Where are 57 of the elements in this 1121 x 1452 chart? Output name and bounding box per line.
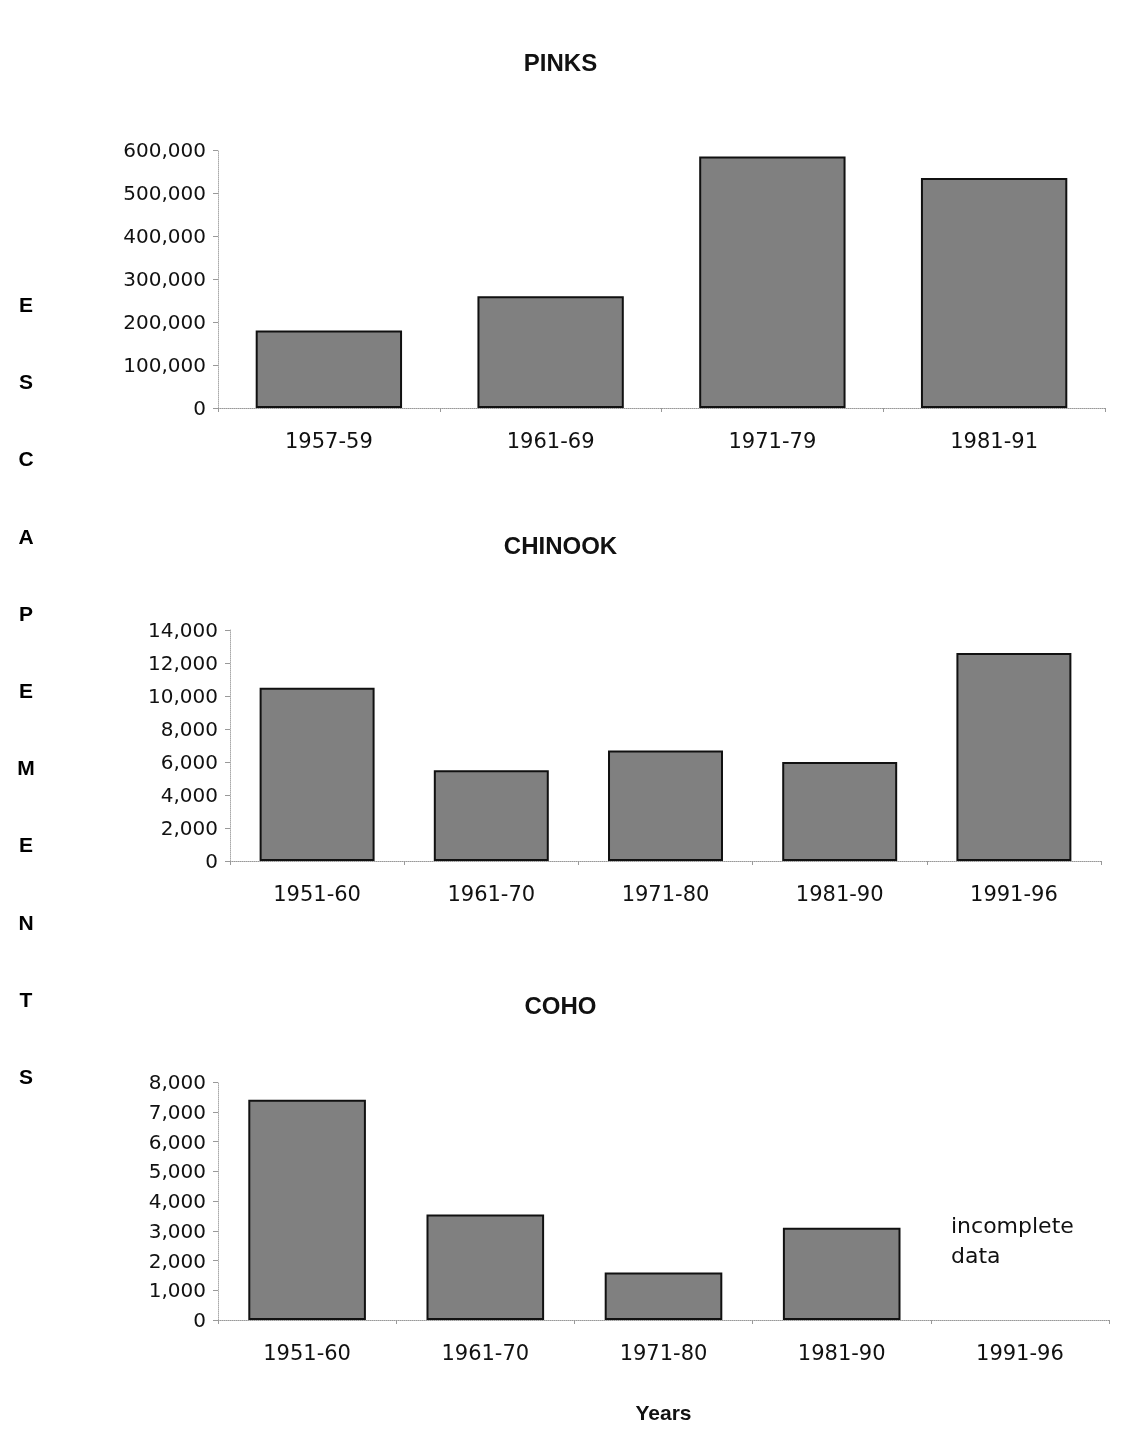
y-tick-label: 600,000 xyxy=(123,138,206,162)
bar xyxy=(608,750,723,861)
x-tick-label: 1961-70 xyxy=(447,881,536,906)
bar xyxy=(699,156,846,408)
y-tick-label: 0 xyxy=(205,849,218,873)
y-tick-label: 8,000 xyxy=(160,717,218,741)
bar xyxy=(248,1099,366,1320)
bar xyxy=(259,687,375,861)
y-tick-label: 2,000 xyxy=(160,816,218,840)
x-tick-label: 1961-70 xyxy=(441,1340,530,1365)
y-tick-label: 400,000 xyxy=(123,224,206,248)
bar xyxy=(604,1272,723,1320)
y-tick-label: 200,000 xyxy=(123,310,206,334)
x-tick-label: 1991-96 xyxy=(970,881,1058,906)
bar xyxy=(782,1227,901,1320)
chart-title: COHO xyxy=(524,991,597,1019)
bar xyxy=(255,330,403,408)
bar xyxy=(426,1214,545,1320)
x-axis-title: Years xyxy=(635,1401,692,1424)
y-tick-label: 500,000 xyxy=(123,181,206,205)
y-tick-label: 0 xyxy=(193,1308,206,1332)
y-tick-label: 300,000 xyxy=(123,267,206,291)
x-tick-label: 1981-90 xyxy=(797,1340,886,1365)
y-tick-label: 4,000 xyxy=(160,783,218,807)
bar xyxy=(920,177,1068,408)
bar xyxy=(956,653,1072,861)
x-tick-label: 1991-96 xyxy=(976,1340,1064,1365)
y-tick-label: 7,000 xyxy=(148,1099,206,1124)
x-tick-label: 1957-59 xyxy=(285,428,373,453)
y-tick-label: 1,000 xyxy=(148,1278,206,1303)
x-tick-label: 1951-60 xyxy=(273,881,361,906)
x-tick-label: 1961-69 xyxy=(506,428,595,453)
y-tick-label: 100,000 xyxy=(123,353,206,377)
y-tick-label: 4,000 xyxy=(148,1189,206,1213)
y-tick-label: 6,000 xyxy=(148,1129,206,1154)
bar xyxy=(782,762,898,861)
annotation: incomplete data xyxy=(951,1212,1081,1268)
x-tick-label: 1981-90 xyxy=(795,881,884,906)
x-tick-label: 1971-79 xyxy=(728,428,817,453)
bar xyxy=(477,296,624,408)
bar xyxy=(433,770,549,861)
y-tick-label: 12,000 xyxy=(148,651,218,675)
y-tick-label: 14,000 xyxy=(148,618,218,642)
chart-title: PINKS xyxy=(523,48,598,76)
y-tick-label: 3,000 xyxy=(148,1218,206,1243)
y-tick-label: 2,000 xyxy=(148,1248,206,1273)
y-tick-label: 8,000 xyxy=(148,1070,206,1094)
y-tick-label: 10,000 xyxy=(148,684,218,708)
x-tick-label: 1971-80 xyxy=(621,881,710,906)
x-tick-label: 1971-80 xyxy=(619,1340,708,1365)
chart-title: CHINOOK xyxy=(503,531,618,559)
y-tick-label: 0 xyxy=(193,396,206,420)
y-tick-label: 5,000 xyxy=(148,1159,206,1184)
x-tick-label: 1951-60 xyxy=(263,1340,351,1365)
text: ESCAPEMENTS xyxy=(17,293,35,1089)
y-tick-label: 6,000 xyxy=(160,750,218,774)
x-tick-label: 1981-91 xyxy=(950,428,1038,453)
